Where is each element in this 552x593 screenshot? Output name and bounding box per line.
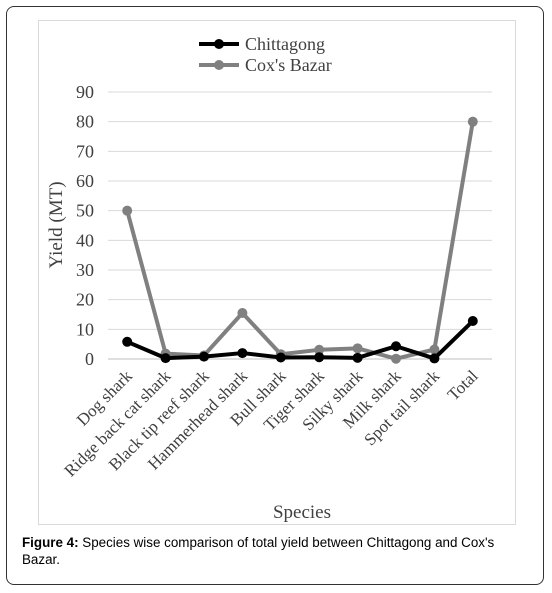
series-0-point <box>199 351 209 362</box>
series-0-point <box>122 336 133 347</box>
y-tick-label: 10 <box>76 319 94 339</box>
series-1-point <box>237 308 248 319</box>
series-1-point <box>352 343 363 354</box>
series-0-point <box>467 316 478 327</box>
series-1-point <box>122 205 133 216</box>
series-lines <box>122 116 478 364</box>
series-1-point <box>391 353 401 364</box>
figure-frame <box>6 6 544 585</box>
y-axis-label: Yield (MT) <box>46 181 67 268</box>
caption-label: Figure 4: <box>22 535 79 550</box>
series-1-point <box>314 344 325 355</box>
legend-label-1: Cox's Bazar <box>245 55 332 75</box>
gridlines <box>108 91 492 360</box>
series-0-point <box>275 352 286 363</box>
caption-text: Species wise comparison of total yield b… <box>22 535 495 567</box>
y-tick-label: 60 <box>76 171 94 191</box>
y-tick-label: 90 <box>76 82 94 102</box>
x-tick-label: Total <box>444 366 482 404</box>
y-tick-labels: 0 10 20 30 40 50 60 70 80 90 <box>76 82 94 369</box>
series-1-point <box>467 116 478 127</box>
series-0-point <box>237 348 248 359</box>
series-0-point <box>391 341 401 352</box>
y-tick-label: 30 <box>76 260 94 280</box>
legend-label-0: Chittagong <box>245 34 325 54</box>
y-tick-label: 40 <box>76 230 94 250</box>
series-0-point <box>352 352 363 363</box>
y-tick-label: 20 <box>76 290 94 310</box>
y-tick-label: 80 <box>76 112 94 132</box>
legend-marker-0 <box>214 39 224 49</box>
figure-caption: Figure 4: Species wise comparison of tot… <box>22 534 522 568</box>
series-line-0 <box>126 319 475 361</box>
y-tick-label: 50 <box>76 201 94 221</box>
legend-marker-1 <box>214 60 224 70</box>
series-0-point <box>429 353 440 364</box>
y-tick-label: 70 <box>76 141 94 161</box>
series-0-point <box>314 352 325 363</box>
y-tick-label: 0 <box>85 349 94 369</box>
x-axis-label: Species <box>273 502 331 523</box>
series-0-point <box>160 353 171 364</box>
series-1-point <box>429 344 440 355</box>
chart-area <box>38 20 516 525</box>
